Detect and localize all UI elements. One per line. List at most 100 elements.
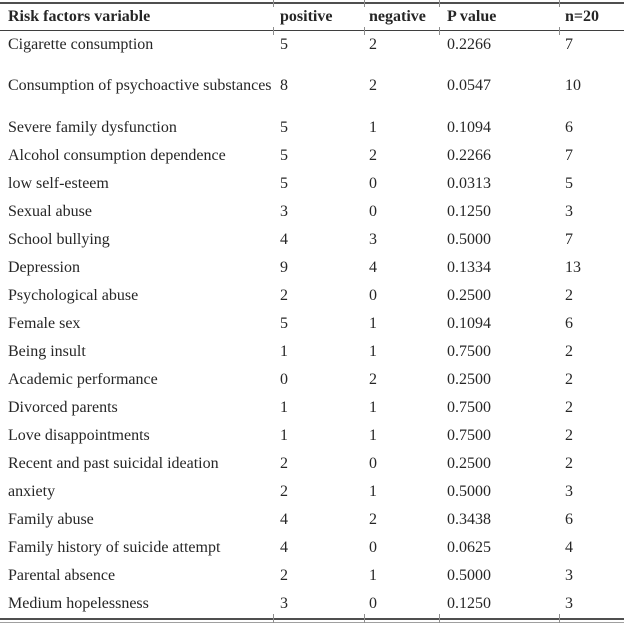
cell-variable: Family history of suicide attempt bbox=[8, 538, 221, 556]
column-boundary-tick bbox=[273, 27, 274, 35]
cell-positive: 8 bbox=[280, 77, 288, 94]
header-n: n=20 bbox=[565, 8, 600, 25]
column-boundary-tick bbox=[559, 0, 560, 7]
cell-p-value: 0.0313 bbox=[447, 174, 491, 192]
cell-negative: 1 bbox=[369, 566, 377, 584]
cell-n: 3 bbox=[565, 482, 573, 500]
cell-n: 7 bbox=[565, 230, 573, 248]
cell-p-value: 0.7500 bbox=[447, 426, 491, 444]
cell-n: 2 bbox=[565, 398, 573, 416]
table-row: Family history of suicide attempt 4 0 0.062… bbox=[0, 534, 624, 562]
cell-variable: Medium hopelessness bbox=[8, 594, 149, 612]
cell-p-value: 0.5000 bbox=[447, 566, 491, 584]
cell-positive: 3 bbox=[280, 594, 288, 612]
cell-positive: 4 bbox=[280, 538, 288, 556]
cell-n: 2 bbox=[565, 454, 573, 472]
table-row: Sexual abuse 3 0 0.1250 3 bbox=[0, 198, 624, 226]
cell-negative: 2 bbox=[369, 370, 377, 388]
cell-p-value: 0.2500 bbox=[447, 370, 491, 388]
cell-variable: Recent and past suicidal ideation bbox=[8, 454, 219, 472]
cell-positive: 2 bbox=[280, 286, 288, 304]
cell-p-value: 0.1250 bbox=[447, 594, 491, 612]
cell-p-value: 0.2500 bbox=[447, 454, 491, 472]
table-row: Parental absence 2 1 0.5000 3 bbox=[0, 562, 624, 590]
table-row: Psychological abuse 2 0 0.2500 2 bbox=[0, 282, 624, 310]
cell-n: 13 bbox=[565, 258, 581, 276]
table-row: Medium hopelessness 3 0 0.1250 3 bbox=[0, 590, 624, 618]
table-row: Depression 9 4 0.1334 13 bbox=[0, 254, 624, 282]
risk-factors-table: Risk factors variable positive negative … bbox=[0, 2, 624, 618]
cell-variable: Sexual abuse bbox=[8, 202, 92, 220]
column-boundary-tick bbox=[439, 0, 440, 7]
table-row: Being insult 1 1 0.7500 2 bbox=[0, 338, 624, 366]
cell-p-value: 0.0625 bbox=[447, 538, 491, 556]
cell-p-value: 0.2500 bbox=[447, 286, 491, 304]
cell-negative: 1 bbox=[369, 482, 377, 500]
column-boundary-tick bbox=[273, 0, 274, 7]
cell-n: 3 bbox=[565, 202, 573, 220]
cell-negative: 0 bbox=[369, 174, 377, 192]
cell-positive: 5 bbox=[280, 146, 288, 164]
table-row: Family abuse 4 2 0.3438 6 bbox=[0, 506, 624, 534]
table-row: Alcohol consumption dependence 5 2 0.2266 7 bbox=[0, 142, 624, 170]
cell-negative: 1 bbox=[369, 118, 377, 136]
cell-p-value: 0.1094 bbox=[447, 314, 491, 332]
cell-positive: 5 bbox=[280, 118, 288, 136]
cell-negative: 1 bbox=[369, 426, 377, 444]
cell-negative: 3 bbox=[369, 230, 377, 248]
cell-variable: Divorced parents bbox=[8, 398, 118, 416]
cell-p-value: 0.2266 bbox=[447, 35, 491, 53]
column-boundary-tick bbox=[559, 27, 560, 35]
cell-positive: 5 bbox=[280, 174, 288, 192]
cell-p-value: 0.5000 bbox=[447, 230, 491, 248]
cell-negative: 1 bbox=[369, 314, 377, 332]
cell-p-value: 0.5000 bbox=[447, 482, 491, 500]
column-boundary-tick bbox=[364, 27, 365, 35]
cell-positive: 1 bbox=[280, 398, 288, 416]
table-bottom-rule bbox=[0, 617, 624, 623]
cell-negative: 0 bbox=[369, 286, 377, 304]
cell-negative: 0 bbox=[369, 454, 377, 472]
cell-n: 3 bbox=[565, 566, 573, 584]
table-row: Divorced parents 1 1 0.7500 2 bbox=[0, 394, 624, 422]
cell-variable: Family abuse bbox=[8, 510, 94, 528]
cell-n: 2 bbox=[565, 342, 573, 360]
cell-negative: 2 bbox=[369, 77, 377, 94]
table-row: Female sex 5 1 0.1094 6 bbox=[0, 310, 624, 338]
cell-positive: 4 bbox=[280, 230, 288, 248]
column-boundary-tick bbox=[439, 614, 440, 623]
header-positive: positive bbox=[280, 8, 333, 25]
cell-positive: 0 bbox=[280, 370, 288, 388]
column-boundary-tick bbox=[273, 614, 274, 623]
cell-variable: Cigarette consumption bbox=[8, 35, 154, 53]
cell-variable: Alcohol consumption dependence bbox=[8, 146, 226, 164]
cell-positive: 5 bbox=[280, 314, 288, 332]
cell-p-value: 0.0547 bbox=[447, 77, 491, 94]
cell-p-value: 0.1250 bbox=[447, 202, 491, 220]
cell-positive: 2 bbox=[280, 566, 288, 584]
table-row: Love disappointments 1 1 0.7500 2 bbox=[0, 422, 624, 450]
cell-positive: 4 bbox=[280, 510, 288, 528]
cell-n: 2 bbox=[565, 370, 573, 388]
cell-negative: 2 bbox=[369, 510, 377, 528]
table-row: Academic performance 0 2 0.2500 2 bbox=[0, 366, 624, 394]
cell-variable: Severe family dysfunction bbox=[8, 118, 177, 136]
cell-variable: Consumption of psychoactive substances bbox=[8, 77, 272, 94]
cell-n: 6 bbox=[565, 510, 573, 528]
table-row: Consumption of psychoactive substances 8 2… bbox=[0, 59, 624, 114]
cell-variable: low self-esteem bbox=[8, 174, 109, 192]
cell-n: 6 bbox=[565, 314, 573, 332]
cell-n: 5 bbox=[565, 174, 573, 192]
column-boundary-tick bbox=[439, 27, 440, 35]
header-variable: Risk factors variable bbox=[8, 8, 151, 25]
cell-p-value: 0.7500 bbox=[447, 398, 491, 416]
cell-negative: 2 bbox=[369, 146, 377, 164]
cell-n: 7 bbox=[565, 146, 573, 164]
cell-positive: 1 bbox=[280, 342, 288, 360]
cell-positive: 3 bbox=[280, 202, 288, 220]
cell-variable: Psychological abuse bbox=[8, 286, 139, 304]
header-negative: negative bbox=[369, 8, 426, 25]
cell-n: 4 bbox=[565, 538, 573, 556]
cell-negative: 4 bbox=[369, 258, 377, 276]
